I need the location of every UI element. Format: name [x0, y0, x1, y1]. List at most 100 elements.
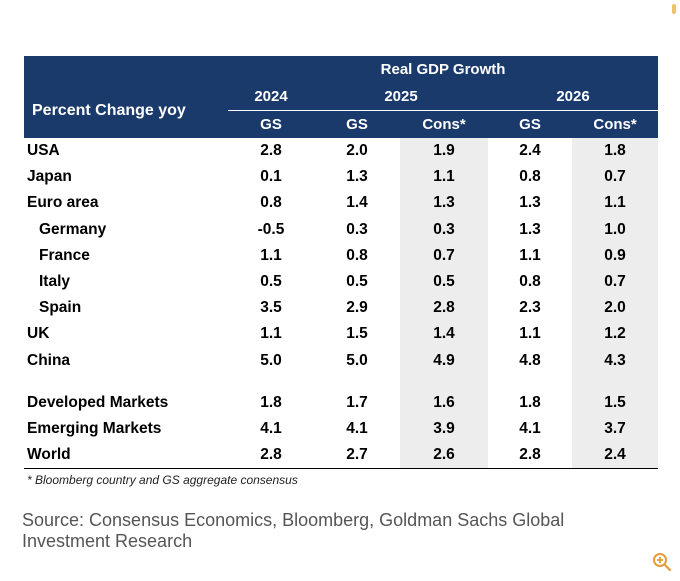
- table-cell: 0.8: [519, 273, 541, 291]
- table-cell: 4.3: [572, 347, 659, 374]
- table-row: Euro area 0.8 1.4 1.3 1.3 1.1: [24, 190, 659, 217]
- scroll-indicator: [672, 4, 676, 14]
- table-cell: 1.3: [400, 190, 488, 217]
- table-cell: 3.7: [572, 415, 659, 443]
- table-footnote: * Bloomberg country and GS aggregate con…: [27, 473, 298, 488]
- table-cell: 2.8: [228, 442, 314, 470]
- table-cell: 2.3: [519, 299, 541, 317]
- table-cell: 2.6: [400, 442, 488, 470]
- table-cell: 1.1: [572, 190, 659, 217]
- table-cell: 1.8: [260, 393, 282, 411]
- table-cell: 5.0: [260, 351, 282, 369]
- row-label: China: [27, 351, 71, 369]
- table-cell: 0.8: [260, 194, 282, 212]
- gdp-table: Real GDP Growth Percent Change yoy 2024 …: [24, 56, 659, 470]
- row-label: Japan: [27, 168, 72, 186]
- table-cell: 2.4: [572, 442, 659, 470]
- table-cell: 1.4: [400, 321, 488, 348]
- table-cell: 1.3: [519, 220, 541, 238]
- table-cell: 1.1: [260, 246, 282, 264]
- year-header: 2026: [488, 83, 659, 111]
- table-cell: 0.7: [400, 242, 488, 269]
- table-cell: 5.0: [346, 351, 368, 369]
- spacer-row: [24, 373, 659, 390]
- table-body: USA 2.8 2.0 1.9 2.4 1.8 Japan 0.1 1.3 1.1 0.8 0.7 Eu…: [24, 138, 659, 470]
- zoom-in-icon[interactable]: [652, 552, 672, 572]
- table-cell: 1.1: [400, 164, 488, 191]
- table-cell: 1.1: [519, 246, 541, 264]
- table-cell: 2.8: [400, 295, 488, 322]
- table-cell: 0.5: [260, 273, 282, 291]
- table-cell: 0.8: [346, 246, 368, 264]
- table-cell: 1.2: [572, 321, 659, 348]
- table-cell: 4.1: [260, 419, 282, 437]
- table-cell: 3.5: [260, 299, 282, 317]
- table-cell: 0.9: [572, 242, 659, 269]
- table-cell: 1.4: [346, 194, 368, 212]
- table-cell: 3.9: [400, 415, 488, 443]
- table-cell: 1.5: [346, 325, 368, 343]
- table-row: Italy 0.5 0.5 0.5 0.8 0.7: [24, 268, 659, 296]
- table-cell: 1.6: [400, 389, 488, 416]
- table-header-spacer: [24, 56, 228, 83]
- table-row: China 5.0 5.0 4.9 4.8 4.3: [24, 347, 659, 374]
- table-cell: 1.8: [519, 393, 541, 411]
- table-cell: 1.3: [519, 194, 541, 212]
- table-row: Japan 0.1 1.3 1.1 0.8 0.7: [24, 164, 659, 191]
- row-label: Emerging Markets: [27, 419, 162, 437]
- column-header: Cons*: [400, 110, 488, 138]
- table-title: Real GDP Growth: [228, 56, 659, 83]
- table-row: Spain 3.5 2.9 2.8 2.3 2.0: [24, 295, 659, 322]
- column-header: GS: [488, 110, 572, 138]
- table-cell: 1.3: [346, 168, 368, 186]
- table-cell: 4.8: [519, 351, 541, 369]
- row-label: Euro area: [27, 194, 99, 212]
- table-cell: 2.8: [260, 142, 282, 160]
- gdp-table-container: Real GDP Growth Percent Change yoy 2024 …: [24, 56, 659, 488]
- table-cell: 2.4: [519, 142, 541, 160]
- table-cell: 2.7: [314, 442, 400, 470]
- table-row: UK 1.1 1.5 1.4 1.1 1.2: [24, 321, 659, 348]
- table-row: Emerging Markets 4.1 4.1 3.9 4.1 3.7: [24, 415, 659, 443]
- table-cell: 2.0: [572, 295, 659, 322]
- table-row: France 1.1 0.8 0.7 1.1 0.9: [24, 242, 659, 269]
- column-header: GS: [228, 110, 314, 138]
- row-label: UK: [27, 325, 50, 343]
- table-cell: 4.9: [400, 347, 488, 374]
- table-cell: 0.3: [400, 216, 488, 243]
- year-header: 2025: [314, 83, 488, 111]
- row-header-label: Percent Change yoy: [24, 83, 228, 138]
- table-cell: 4.1: [346, 419, 368, 437]
- table-cell: 2.9: [346, 299, 368, 317]
- table-cell: 0.1: [260, 168, 282, 186]
- table-cell: 1.7: [346, 393, 368, 411]
- table-cell: 1.9: [400, 138, 488, 165]
- table-cell: 0.8: [519, 168, 541, 186]
- table-cell: 2.0: [346, 142, 368, 160]
- column-header: GS: [314, 110, 400, 138]
- table-cell: 1.8: [572, 138, 659, 165]
- table-cell: 1.1: [519, 325, 541, 343]
- source-note: Source: Consensus Economics, Bloomberg, …: [22, 510, 565, 551]
- table-cell: 2.8: [488, 442, 572, 470]
- row-label: Germany: [39, 220, 107, 238]
- row-label: USA: [27, 142, 60, 160]
- year-header: 2024: [228, 83, 314, 111]
- row-label: Developed Markets: [27, 393, 169, 411]
- table-cell: 0.5: [346, 273, 368, 291]
- table-cell: 0.7: [572, 268, 659, 296]
- table-row: Germany -0.5 0.3 0.3 1.3 1.0: [24, 216, 659, 243]
- table-cell: 1.0: [572, 216, 659, 243]
- row-label: Italy: [39, 273, 71, 291]
- table-cell: 0.5: [400, 268, 488, 296]
- row-label: France: [39, 246, 90, 264]
- table-cell: 0.7: [572, 164, 659, 191]
- column-header: Cons*: [572, 110, 659, 138]
- table-cell: 4.1: [519, 419, 541, 437]
- table-cell: 1.5: [572, 389, 659, 416]
- row-label: World: [24, 442, 228, 470]
- table-row: World 2.8 2.7 2.6 2.8 2.4: [24, 442, 659, 470]
- table-cell: -0.5: [257, 220, 285, 238]
- table-cell: 0.3: [346, 220, 368, 238]
- row-label: Spain: [39, 299, 82, 317]
